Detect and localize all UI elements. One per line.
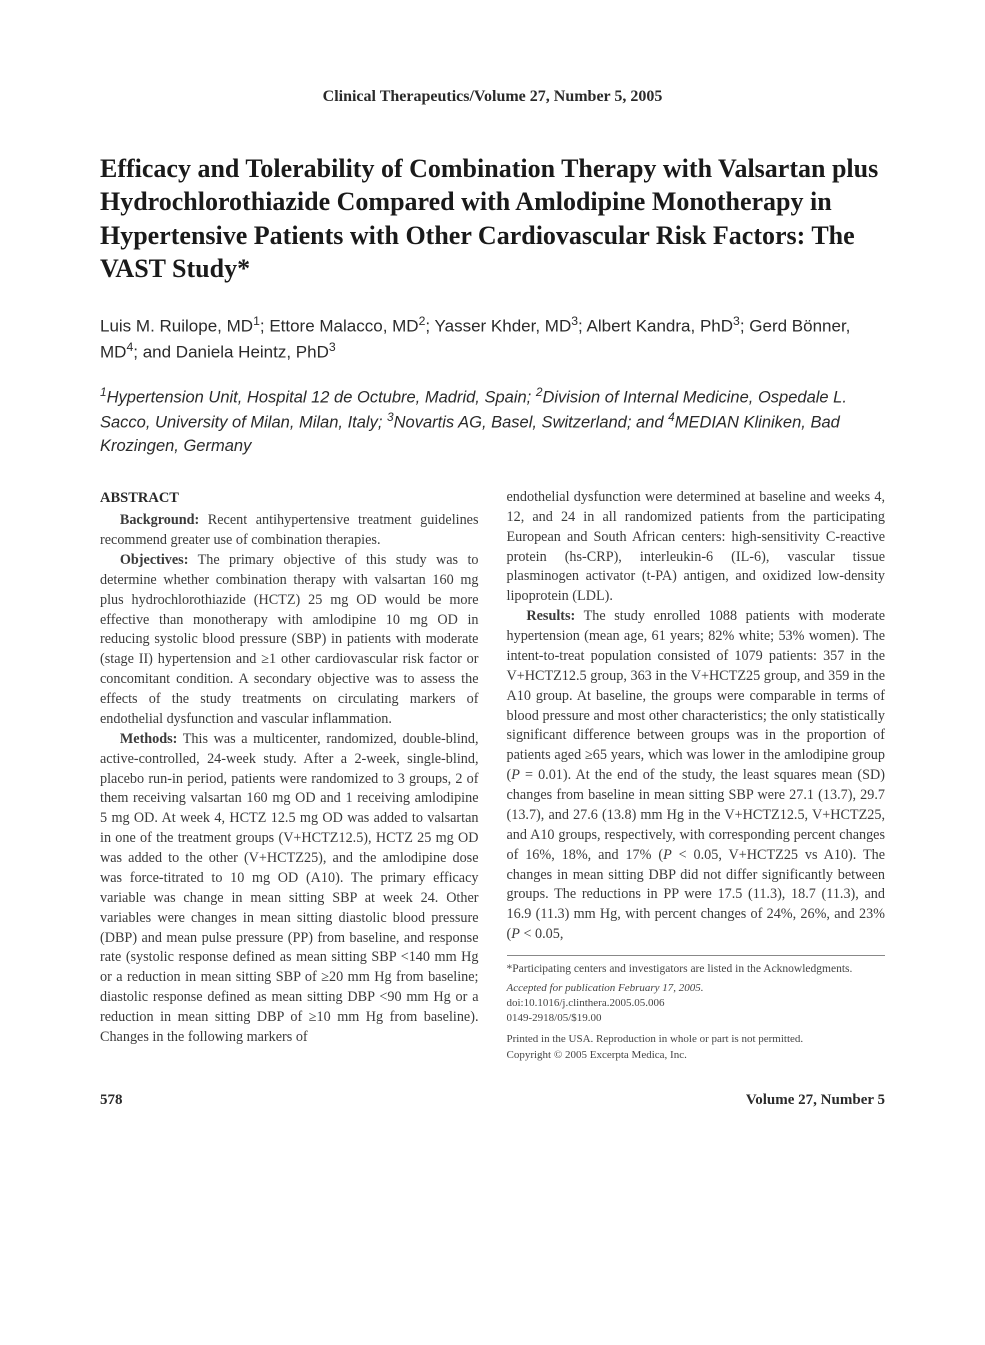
footnote-accepted: Accepted for publication February 17, 20… — [507, 981, 886, 995]
footnote-doi: doi:10.1016/j.clinthera.2005.05.006 — [507, 996, 886, 1010]
methods-label: Methods: — [120, 731, 178, 747]
methods-paragraph: Methods: This was a multicenter, randomi… — [100, 730, 479, 1048]
background-label: Background: — [120, 512, 199, 528]
column-right: endothelial dysfunction were determined … — [507, 488, 886, 1062]
issue-label: Volume 27, Number 5 — [746, 1092, 885, 1109]
abstract-heading: ABSTRACT — [100, 488, 479, 508]
journal-header: Clinical Therapeutics/Volume 27, Number … — [100, 88, 885, 106]
objectives-text: The primary objective of this study was … — [100, 552, 479, 727]
column-left: ABSTRACT Background: Recent antihyperten… — [100, 488, 479, 1062]
methods-text: This was a multicenter, randomized, doub… — [100, 731, 479, 1045]
results-paragraph: Results: The study enrolled 1088 patient… — [507, 607, 886, 945]
results-text: The study enrolled 1088 patients with mo… — [507, 608, 886, 942]
affiliations: 1Hypertension Unit, Hospital 12 de Octub… — [100, 384, 885, 458]
continuation-paragraph: endothelial dysfunction were determined … — [507, 488, 886, 607]
authors-list: Luis M. Ruilope, MD1; Ettore Malacco, MD… — [100, 313, 885, 366]
objectives-label: Objectives: — [120, 552, 189, 568]
background-paragraph: Background: Recent antihypertensive trea… — [100, 511, 479, 551]
results-label: Results: — [526, 608, 575, 624]
page-footer: 578 Volume 27, Number 5 — [100, 1092, 885, 1109]
article-title: Efficacy and Tolerability of Combination… — [100, 152, 885, 285]
abstract-columns: ABSTRACT Background: Recent antihyperten… — [100, 488, 885, 1062]
page-number: 578 — [100, 1092, 123, 1109]
footnote-copyright: Copyright © 2005 Excerpta Medica, Inc. — [507, 1048, 886, 1062]
footnote-separator — [507, 955, 886, 956]
objectives-paragraph: Objectives: The primary objective of thi… — [100, 551, 479, 730]
footnote-printed: Printed in the USA. Reproduction in whol… — [507, 1032, 886, 1046]
footnote-participating: *Participating centers and investigators… — [507, 962, 886, 978]
footnote-issn: 0149-2918/05/$19.00 — [507, 1011, 886, 1025]
